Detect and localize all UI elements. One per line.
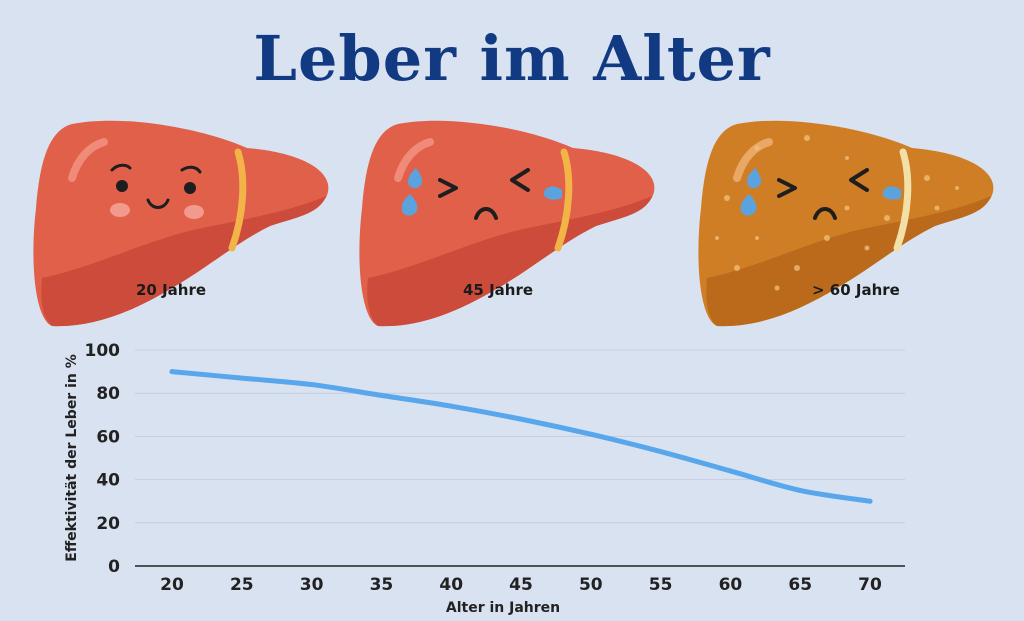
x-tick-label: 55 [649, 575, 673, 595]
liver-45-icon [359, 120, 655, 327]
y-axis-label: Effektivität der Leber in % [64, 354, 80, 562]
y-tick-label: 20 [96, 514, 120, 534]
data-point-40 [448, 403, 454, 409]
x-axis-label: Alter in Jahren [446, 600, 560, 616]
x-tick-label: 50 [579, 575, 603, 595]
page-title: Leber im Alter [253, 22, 771, 95]
data-point-45 [518, 416, 524, 422]
grid-lines [135, 349, 905, 567]
data-point-50 [588, 431, 594, 437]
x-tick-label: 45 [509, 575, 533, 595]
x-tick-label: 25 [230, 575, 254, 595]
x-tick-label: 35 [370, 575, 394, 595]
y-tick-label: 40 [96, 471, 120, 491]
data-point-65 [797, 487, 803, 493]
liver-label-60: > 60 Jahre [812, 281, 900, 299]
data-points [169, 369, 873, 504]
x-tick-label: 30 [300, 575, 324, 595]
data-point-55 [658, 449, 664, 455]
y-tick-label: 60 [96, 427, 120, 447]
y-tick-label: 80 [96, 384, 120, 404]
liver-60-icon [698, 120, 994, 327]
data-point-30 [309, 382, 315, 388]
data-point-35 [378, 392, 384, 398]
x-tick-label: 65 [788, 575, 812, 595]
x-tick-label: 20 [160, 575, 184, 595]
data-point-60 [727, 468, 733, 474]
x-tick-label: 70 [858, 575, 882, 595]
data-point-70 [867, 498, 873, 504]
x-tick-label: 60 [719, 575, 743, 595]
x-tick-label: 40 [439, 575, 463, 595]
data-point-25 [239, 375, 245, 381]
y-tick-label: 100 [85, 341, 121, 361]
liver-label-20: 20 Jahre [136, 281, 207, 299]
liver-20-icon [33, 120, 329, 327]
data-point-20 [169, 369, 175, 375]
x-tick-labels: 20 25 30 35 40 45 50 55 60 65 70 [160, 575, 882, 595]
y-tick-label: 0 [108, 557, 120, 577]
y-tick-labels: 0 20 40 60 80 100 [85, 341, 121, 577]
liver-label-45: 45 Jahre [463, 281, 534, 299]
